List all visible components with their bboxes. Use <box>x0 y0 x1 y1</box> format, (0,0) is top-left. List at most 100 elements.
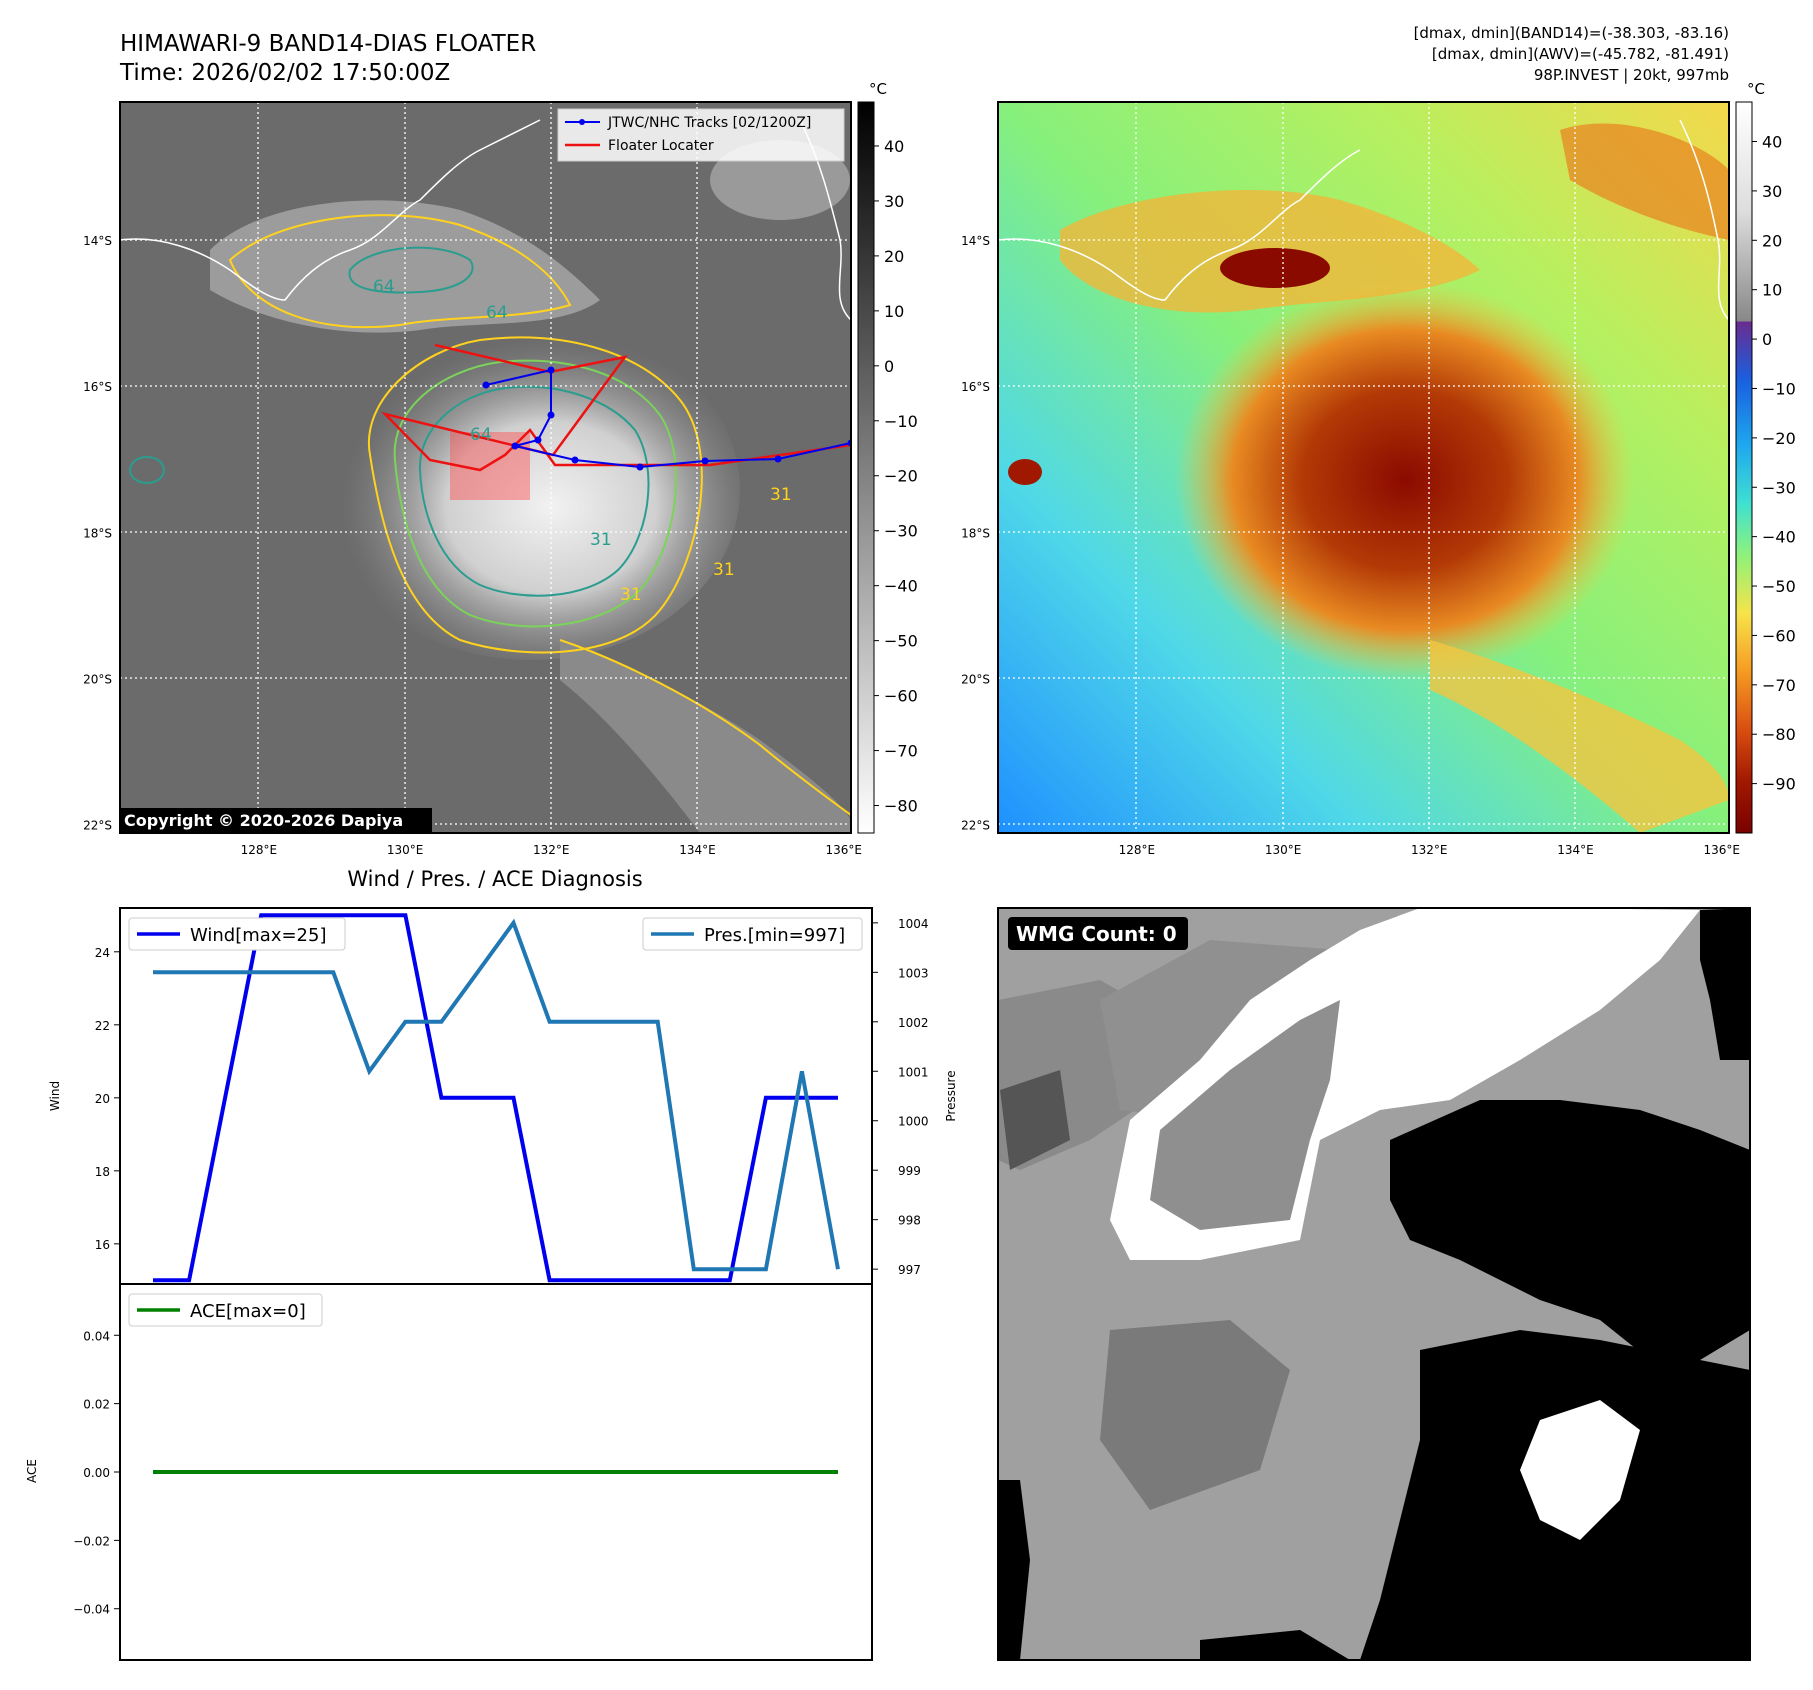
wmg-count-label: WMG Count: 0 <box>1016 922 1177 946</box>
lon-tick-label: 128°E <box>1119 843 1156 857</box>
colorbar-tick-label: 30 <box>884 192 904 211</box>
ace-chart: ACE 0.04 0.02 0.00 −0.02 −0.04 ACE[max=0] <box>25 1283 873 1661</box>
ace-legend-box <box>128 1293 323 1327</box>
colorbar-tick-label: −20 <box>1762 429 1796 448</box>
color-cloud-south <box>1430 640 1729 833</box>
colorbar-tick-label: 10 <box>884 302 904 321</box>
wind-legend-label: Wind[max=25] <box>190 925 327 946</box>
lon-tick-label: 128°E <box>241 843 278 857</box>
figure-title: HIMAWARI-9 BAND14-DIAS FLOATER <box>120 31 536 57</box>
lat-tick-label: 22°S <box>961 819 990 833</box>
ir-cloud-band-north <box>210 200 600 333</box>
pressure-tick-label: 998 <box>898 1214 921 1228</box>
color-map-axis-labels: 128°E 130°E 132°E 134°E 136°E 14°S 16°S 18°S 20°… <box>961 234 1740 857</box>
ir-map-panel: 64 64 31 31 31 64 31 JTWC/NHC Tracks [02… <box>119 101 852 834</box>
color-gridlines <box>998 102 1729 833</box>
contour-label: 31 <box>770 485 792 505</box>
pressure-y-ticks: 997 998 999 1000 1001 1002 1003 1004 <box>872 917 929 1277</box>
color-cold-top-north <box>1220 248 1330 288</box>
contour-label: 31 <box>620 585 642 605</box>
wind-legend: Wind[max=25] <box>128 917 346 951</box>
wmg-black-bottom <box>1200 1630 1350 1660</box>
colorbar-tick-label: 0 <box>1762 330 1772 349</box>
ace-tick-label: 0.02 <box>83 1398 110 1412</box>
colorbar-tick-label: 0 <box>884 357 894 376</box>
info-band14-range: [dmax, dmin](BAND14)=(-38.303, -83.16) <box>1414 24 1729 42</box>
contour-label: 64 <box>373 277 395 297</box>
colorbar-tick-label: 20 <box>1762 231 1782 250</box>
lat-tick-label: 20°S <box>83 672 112 686</box>
colorbar-tick-label: −50 <box>1762 577 1796 596</box>
pressure-tick-label: 1001 <box>898 1065 929 1079</box>
ir-colorbar-unit: °C <box>869 80 887 98</box>
copyright-text: Copyright © 2020-2026 Dapiya <box>124 811 403 830</box>
lon-tick-label: 130°E <box>387 843 424 857</box>
ir-contour-green-main <box>393 359 677 628</box>
lat-tick-label: 16°S <box>83 380 112 394</box>
ace-axis-label: ACE <box>25 1459 39 1483</box>
ace-y-ticks: 0.04 0.02 0.00 −0.02 −0.04 <box>73 1329 120 1617</box>
color-map-panel <box>997 101 1730 834</box>
legend-box <box>557 108 845 162</box>
color-colorbar-ticks: 40 30 20 10 0 −10 −20 −30 −40 −50 −60 −70 −80 −90 <box>1752 133 1796 794</box>
ir-cloud-band-south <box>560 640 851 833</box>
color-colorbar: °C 40 30 20 10 0 −10 −20 −30 −40 −50 −60 −70 −80 −90 <box>1735 80 1796 834</box>
colorbar-tick-label: −40 <box>1762 528 1796 547</box>
ir-contour-yellow-main <box>367 336 703 654</box>
lon-tick-label: 134°E <box>679 843 716 857</box>
pressure-legend-box <box>642 917 863 951</box>
ir-map-frame <box>119 101 852 834</box>
ir-contour-teal-north <box>348 246 474 294</box>
wind-tick-label: 20 <box>95 1092 110 1106</box>
color-cloud-northeast <box>1560 123 1729 240</box>
ir-colorbar-ticks: 40 30 20 10 0 −10 −20 −30 −40 −50 −60 −70 −80 <box>874 137 918 816</box>
colorbar-tick-label: −10 <box>1762 379 1796 398</box>
colorbar-tick-label: −60 <box>884 687 918 706</box>
colorbar-tick-label: −80 <box>1762 725 1796 744</box>
jtwc-track-line <box>485 368 851 469</box>
color-map-frame <box>997 101 1730 834</box>
figure-time: Time: 2026/02/02 17:50:00Z <box>119 60 450 86</box>
pressure-tick-label: 997 <box>898 1263 921 1277</box>
pressure-legend-label: Pres.[min=997] <box>704 925 845 946</box>
pressure-legend: Pres.[min=997] <box>642 917 863 951</box>
lat-tick-label: 14°S <box>83 234 112 248</box>
colorbar-tick-label: −40 <box>884 577 918 596</box>
wmg-black-northeast <box>1700 908 1750 1060</box>
colorbar-tick-label: −30 <box>884 522 918 541</box>
contour-label: 64 <box>470 425 492 445</box>
diagnosis-chart-title: Wind / Pres. / ACE Diagnosis <box>347 867 642 891</box>
pressure-tick-label: 999 <box>898 1164 921 1178</box>
lat-tick-label: 18°S <box>961 526 990 540</box>
ace-tick-label: 0.00 <box>83 1466 110 1480</box>
lat-tick-label: 16°S <box>961 380 990 394</box>
ir-legend: JTWC/NHC Tracks [02/1200Z] Floater Locat… <box>557 108 845 162</box>
colorbar-tick-label: −20 <box>884 467 918 486</box>
colorbar-tick-label: −50 <box>884 632 918 651</box>
pressure-tick-label: 1003 <box>898 966 929 980</box>
colorbar-tick-label: −70 <box>1762 676 1796 695</box>
lon-tick-label: 132°E <box>533 843 570 857</box>
wmg-frame <box>997 907 1751 1661</box>
legend-track-label: JTWC/NHC Tracks [02/1200Z] <box>607 115 811 131</box>
info-awv-range: [dmax, dmin](AWV)=(-45.782, -81.491) <box>1432 45 1729 63</box>
colorbar-tick-label: 40 <box>1762 133 1782 152</box>
wmg-white-pocket <box>1520 1400 1640 1540</box>
ir-contour-teal-main <box>418 385 650 597</box>
wmg-panel: WMG Count: 0 <box>997 907 1751 1661</box>
lat-tick-label: 18°S <box>83 526 112 540</box>
ace-legend: ACE[max=0] <box>128 1293 323 1327</box>
color-coastline <box>998 119 1729 321</box>
lon-tick-label: 136°E <box>1703 843 1740 857</box>
wind-y-ticks: 16 18 20 22 24 <box>95 946 120 1252</box>
floater-locater-line <box>381 343 851 472</box>
contour-label: 31 <box>713 560 735 580</box>
wmg-label-box <box>1008 917 1188 950</box>
ir-contour-labels: 64 64 31 31 31 64 31 <box>373 277 792 605</box>
color-colorbar-ramp <box>1735 101 1753 834</box>
color-west-cell <box>1008 459 1042 485</box>
colorbar-tick-label: −30 <box>1762 478 1796 497</box>
colorbar-tick-label: −60 <box>1762 626 1796 645</box>
wind-tick-label: 22 <box>95 1019 110 1033</box>
ir-cloud-mass <box>320 320 740 660</box>
